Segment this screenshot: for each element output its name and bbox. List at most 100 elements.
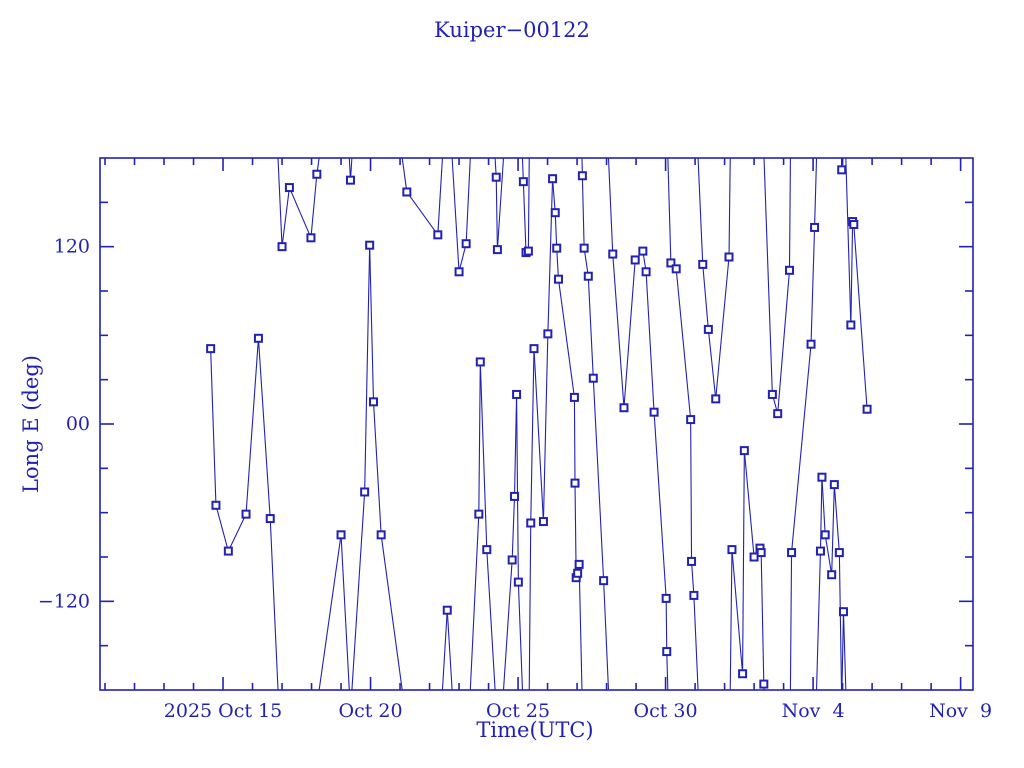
- data-point-marker: [727, 545, 737, 555]
- data-line-segment: [277, 158, 283, 247]
- data-line-segment: [486, 549, 496, 690]
- data-point-marker: [570, 478, 580, 488]
- data-line-segment: [469, 514, 480, 690]
- data-point-marker: [619, 403, 629, 413]
- data-point-marker: [689, 590, 699, 600]
- data-point-marker: [368, 397, 378, 407]
- data-point-marker: [512, 389, 522, 399]
- y-tick-label: −120: [38, 590, 90, 612]
- data-point-marker: [553, 274, 563, 284]
- data-point-marker: [538, 517, 548, 527]
- data-point-marker: [491, 172, 501, 182]
- data-line-segment: [815, 551, 822, 690]
- data-point-marker: [806, 339, 816, 349]
- data-line-segment: [318, 534, 342, 690]
- x-tick-label: Nov 4: [782, 700, 845, 722]
- data-line-segment: [838, 552, 843, 690]
- data-line-segment: [542, 333, 549, 522]
- data-line-segment: [791, 344, 812, 553]
- data-line-segment: [788, 158, 791, 271]
- data-point-marker: [518, 177, 528, 187]
- data-point-marker: [574, 559, 584, 569]
- data-point-marker: [454, 267, 464, 277]
- data-point-marker: [241, 509, 251, 519]
- x-tick-label: Oct 20: [339, 700, 403, 722]
- data-point-marker: [482, 545, 492, 555]
- data-line-segment: [227, 513, 247, 552]
- data-point-marker: [837, 165, 847, 175]
- data-point-marker: [548, 174, 558, 184]
- data-point-marker: [360, 487, 370, 497]
- data-point-marker: [838, 607, 848, 617]
- data-line-segment: [853, 224, 868, 410]
- data-line-segment: [821, 477, 826, 535]
- data-line-segment: [690, 561, 695, 596]
- data-line-segment: [760, 552, 765, 685]
- data-line-segment: [369, 245, 375, 402]
- data-line-segment: [693, 595, 699, 690]
- data-line-segment: [522, 181, 527, 253]
- data-point-marker: [698, 259, 708, 269]
- data-line-segment: [511, 496, 516, 560]
- data-point-marker: [829, 480, 839, 490]
- x-axis-title: Time(UTC): [476, 718, 593, 742]
- data-point-marker: [513, 577, 523, 587]
- data-line-segment: [592, 378, 605, 581]
- data-point-marker: [686, 415, 696, 425]
- data-point-marker: [376, 530, 386, 540]
- data-line-segment: [653, 412, 667, 599]
- data-point-marker: [550, 208, 560, 218]
- data-line-segment: [547, 178, 554, 334]
- x-tick-label: Oct 25: [486, 700, 550, 722]
- data-line-segment: [777, 270, 791, 414]
- data-point-marker: [211, 500, 221, 510]
- data-point-marker: [336, 530, 346, 540]
- data-point-marker: [492, 245, 502, 255]
- data-line-segment: [831, 484, 835, 575]
- data-line-segment: [458, 243, 467, 272]
- data-line-segment: [578, 564, 583, 690]
- data-line-segment: [702, 264, 709, 330]
- data-point-marker: [630, 255, 640, 265]
- data-point-marker: [253, 333, 263, 343]
- data-line-segment: [707, 329, 717, 399]
- data-point-marker: [687, 556, 697, 566]
- data-line-segment: [715, 256, 730, 399]
- data-line-segment: [554, 212, 558, 249]
- x-tick-label: Nov 9: [929, 700, 992, 722]
- data-point-marker: [577, 171, 587, 181]
- data-line-segment: [340, 534, 350, 690]
- data-point-marker: [784, 265, 794, 275]
- data-line-segment: [210, 348, 217, 506]
- data-line-segment: [451, 158, 460, 272]
- data-point-marker: [529, 344, 539, 354]
- data-point-marker: [583, 271, 593, 281]
- data-point-marker: [461, 239, 471, 249]
- data-line-segment: [517, 582, 524, 690]
- data-line-segment: [824, 534, 833, 575]
- data-series-layer: [206, 158, 872, 690]
- data-line-segment: [623, 259, 636, 408]
- data-point-marker: [510, 491, 520, 501]
- data-line-segment: [269, 518, 279, 690]
- data-line-segment: [552, 178, 556, 213]
- data-line-segment: [533, 348, 544, 522]
- data-line-segment: [814, 158, 818, 228]
- data-line-segment: [527, 158, 530, 252]
- data-point-marker: [820, 530, 830, 540]
- data-line-segment: [666, 651, 669, 690]
- data-point-marker: [649, 407, 659, 417]
- data-point-marker: [846, 320, 856, 330]
- data-line-segment: [742, 450, 745, 674]
- data-point-marker: [507, 555, 517, 565]
- data-point-marker: [711, 394, 721, 404]
- data-point-marker: [223, 546, 233, 556]
- data-line-segment: [257, 338, 271, 519]
- data-line-segment: [446, 610, 453, 690]
- data-point-marker: [666, 258, 676, 268]
- x-tick-label: Oct 30: [634, 700, 698, 722]
- data-line-segment: [556, 248, 560, 280]
- data-line-segment: [437, 158, 443, 235]
- data-point-marker: [671, 264, 681, 274]
